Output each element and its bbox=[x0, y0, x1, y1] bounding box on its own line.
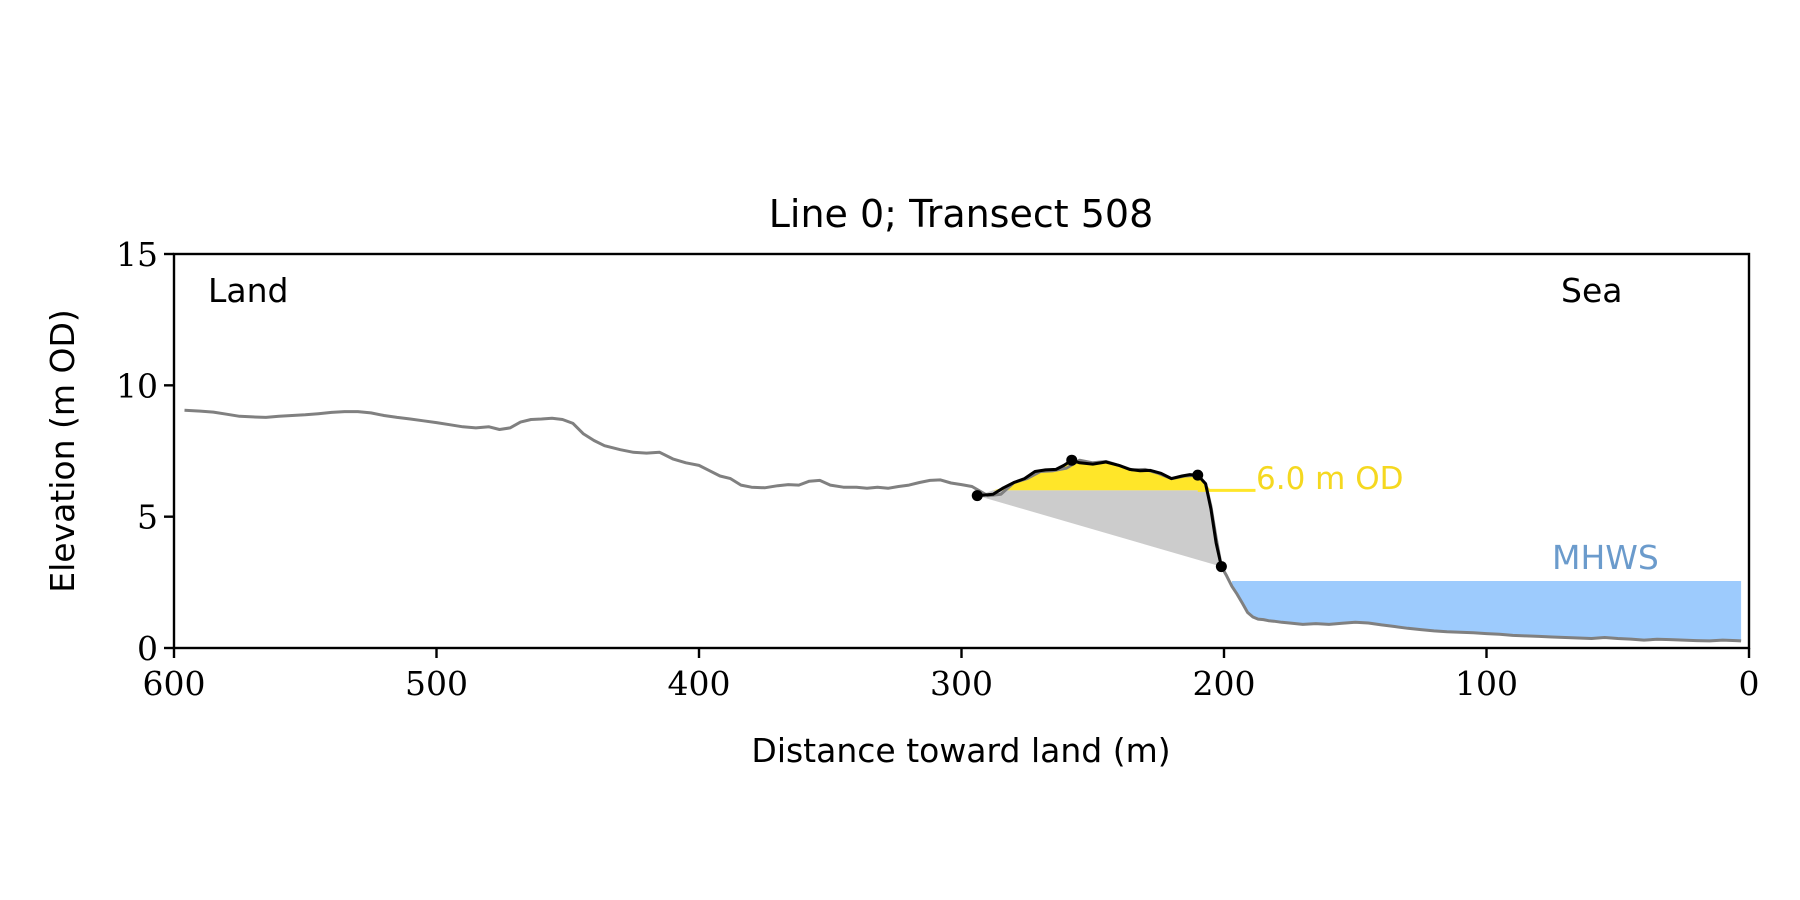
y-tick-label: 0 bbox=[137, 629, 158, 668]
key-point bbox=[1066, 454, 1078, 466]
land-label: Land bbox=[208, 271, 288, 310]
key-point bbox=[971, 490, 983, 502]
x-tick-label: 600 bbox=[143, 664, 206, 703]
y-tick-label: 5 bbox=[137, 498, 158, 537]
mhws-water-area bbox=[1231, 581, 1742, 641]
x-tick-label: 300 bbox=[930, 664, 993, 703]
key-point bbox=[1192, 469, 1204, 481]
mhws-label: MHWS bbox=[1552, 538, 1659, 577]
od-level-label: 6.0 m OD bbox=[1256, 461, 1403, 497]
x-tick-label: 200 bbox=[1193, 664, 1256, 703]
x-tick-label: 100 bbox=[1455, 664, 1518, 703]
y-tick-label: 15 bbox=[116, 235, 158, 274]
x-axis-label: Distance toward land (m) bbox=[751, 731, 1170, 770]
x-tick-label: 0 bbox=[1739, 664, 1760, 703]
y-axis: 0 5 10 15 bbox=[116, 235, 174, 668]
key-point bbox=[1215, 561, 1227, 573]
y-tick-label: 10 bbox=[116, 366, 158, 405]
dune-volume-above-od bbox=[977, 460, 1222, 491]
y-axis-label: Elevation (m OD) bbox=[43, 309, 82, 593]
x-tick-label: 500 bbox=[405, 664, 468, 703]
sea-label: Sea bbox=[1561, 271, 1622, 310]
x-axis: 600 500 400 300 200 100 0 bbox=[143, 648, 1760, 703]
chart-title: Line 0; Transect 508 bbox=[769, 192, 1154, 236]
eroded-wedge-area bbox=[977, 490, 1222, 567]
x-tick-label: 400 bbox=[668, 664, 731, 703]
plot-layer-points bbox=[971, 454, 1227, 573]
plot-layer-fills bbox=[977, 460, 1742, 641]
